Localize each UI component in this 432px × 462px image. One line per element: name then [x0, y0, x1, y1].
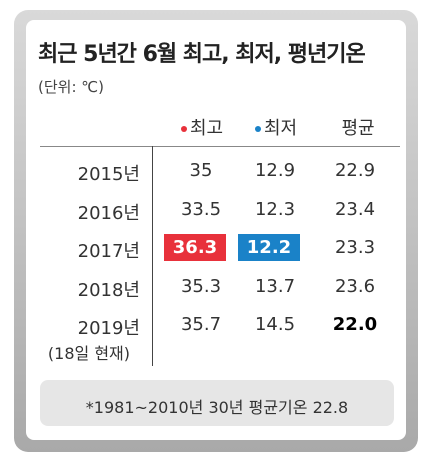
cell: 23.6	[334, 275, 376, 297]
cell: 12.3	[254, 198, 296, 220]
column-label: 평균	[341, 118, 375, 139]
footnote-box	[40, 380, 394, 426]
cell: 35	[189, 160, 213, 181]
column-header: 최저	[236, 114, 316, 140]
cell: 12.2	[238, 234, 300, 261]
cell: 35.3	[180, 275, 222, 297]
cell: 14.5	[254, 314, 296, 335]
row-note: (18일 현재)	[47, 344, 130, 363]
row-label: 2018년	[77, 279, 140, 301]
cell: 13.7	[254, 275, 296, 297]
cell: 35.7	[180, 314, 222, 335]
cell: 36.3	[164, 234, 226, 261]
row-label: 2015년	[77, 164, 140, 185]
column-label: 최고	[189, 118, 224, 139]
footnote: *1981~2010년 30년 평균기온 22.8	[85, 398, 349, 417]
row-label: 2016년	[77, 202, 140, 224]
panel	[26, 20, 406, 440]
column-label: 최저	[263, 118, 298, 139]
cell: 22.9	[334, 160, 376, 181]
title: 최근 5년간 6월 최고, 최저, 평년기온	[38, 42, 366, 67]
column-header: 최고	[162, 114, 242, 140]
cell: 22.0	[332, 314, 378, 335]
unit: (단위: ℃)	[38, 78, 104, 96]
cell: 33.5	[180, 198, 222, 220]
column-header: 평균	[318, 114, 398, 140]
header-rule	[40, 146, 400, 147]
row-label: 2017년	[77, 241, 140, 262]
cell: 12.9	[254, 160, 296, 181]
column-rule	[152, 146, 153, 366]
cell: 23.3	[334, 237, 376, 258]
cell: 23.4	[334, 198, 376, 220]
row-label: 2019년	[77, 318, 140, 339]
